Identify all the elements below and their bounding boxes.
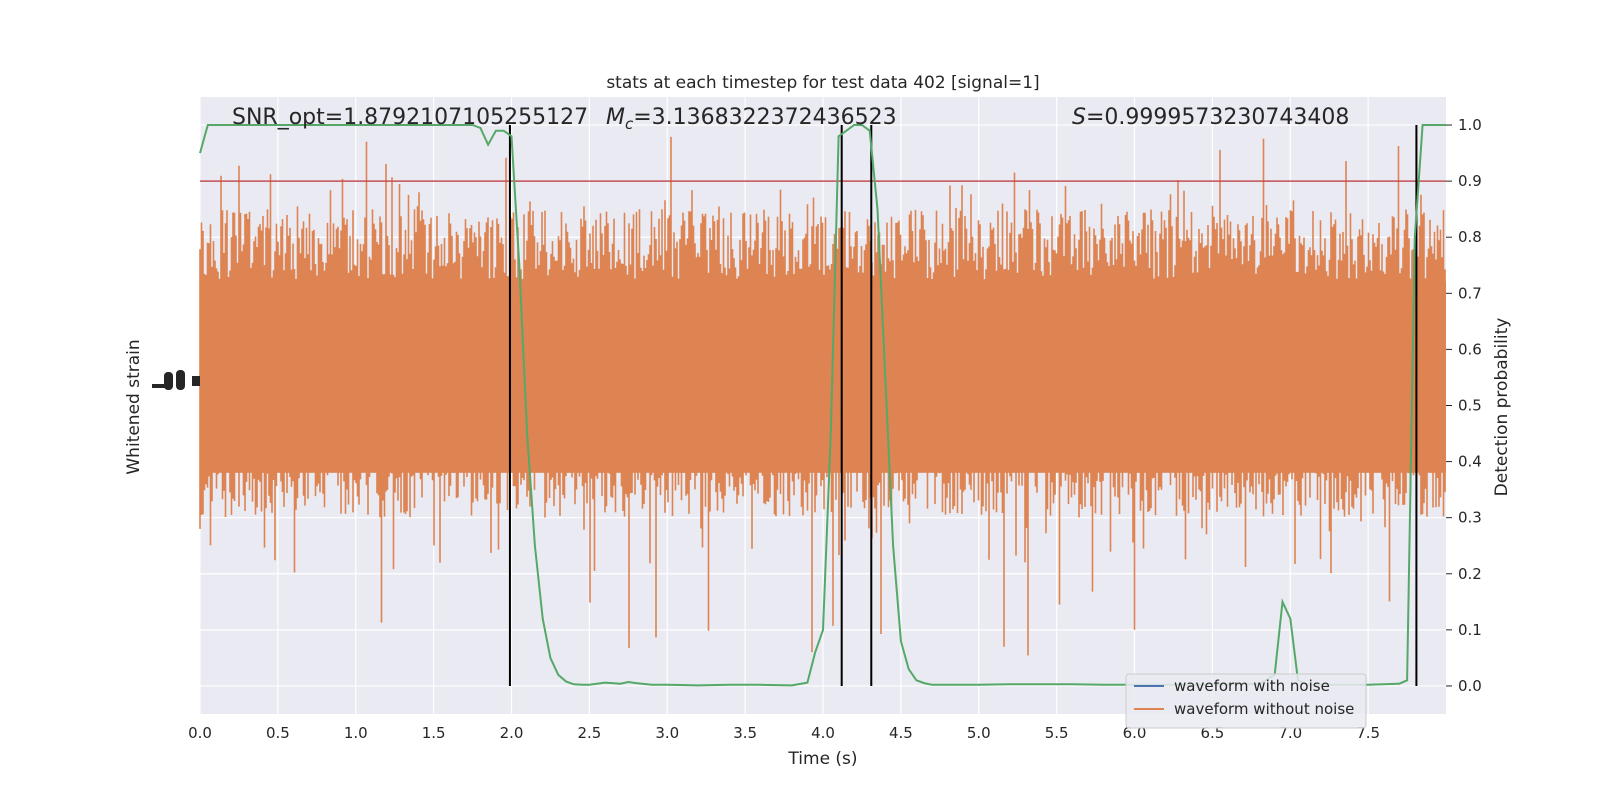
y-axis-left-label: Whitened strain bbox=[124, 339, 144, 474]
x-axis-label: Time (s) bbox=[787, 749, 857, 769]
y-right-tick-label: 0.8 bbox=[1458, 228, 1482, 246]
y-right-tick-label: 0.4 bbox=[1458, 453, 1482, 471]
legend-box bbox=[1125, 673, 1367, 729]
x-tick-label: 0.5 bbox=[266, 724, 290, 742]
chirp-mass-annotation: Mc=3.1368322372436523 bbox=[606, 105, 897, 133]
chart-title: stats at each timestep for test data 402… bbox=[606, 73, 1039, 93]
s-annotation: S=0.9999573230743408 bbox=[1072, 105, 1349, 130]
y-right-tick-label: 0.0 bbox=[1458, 677, 1482, 695]
x-tick-label: 2.0 bbox=[500, 724, 524, 742]
chirp-mass-subscript: c bbox=[625, 115, 634, 133]
x-tick-label: 4.5 bbox=[889, 724, 913, 742]
legend-label-with-noise: waveform with noise bbox=[1174, 677, 1330, 695]
y-right-tick-label: 0.1 bbox=[1458, 621, 1482, 639]
x-tick-label: 1.0 bbox=[344, 724, 368, 742]
legend-label-without-noise: waveform without noise bbox=[1174, 700, 1354, 718]
x-tick-label: 4.0 bbox=[811, 724, 835, 742]
x-tick-label: 2.5 bbox=[577, 724, 601, 742]
waveform-without-noise-core bbox=[200, 282, 1446, 473]
probability-layer bbox=[199, 124, 1446, 687]
y-axis-right-label: Detection probability bbox=[1492, 318, 1512, 497]
x-tick-label: 3.0 bbox=[655, 724, 679, 742]
s-symbol: S bbox=[1072, 105, 1086, 130]
chirp-mass-value: =3.1368322372436523 bbox=[633, 105, 896, 130]
y-right-tick-label: 0.6 bbox=[1458, 340, 1482, 358]
y-right-tick-label: 0.3 bbox=[1458, 509, 1482, 527]
y-right-ticks: 0.0 0.1 0.2 0.3 0.4 0.5 0.6 0.7 0.8 0.9 1.0 bbox=[1446, 116, 1482, 695]
x-tick-label: 0.0 bbox=[188, 724, 212, 742]
snr-annotation: SNR_opt=1.8792107105255127 bbox=[232, 105, 588, 130]
detection-probability-line bbox=[199, 124, 1446, 687]
waveform-without-noise-band bbox=[199, 136, 1446, 656]
s-value: =0.9999573230743408 bbox=[1086, 105, 1349, 130]
y-right-tick-label: 1.0 bbox=[1458, 116, 1482, 134]
left-axis-glyph bbox=[152, 370, 200, 390]
x-tick-label: 5.5 bbox=[1045, 724, 1069, 742]
y-right-tick-label: 0.7 bbox=[1458, 284, 1482, 302]
x-tick-label: 5.0 bbox=[967, 724, 991, 742]
y-right-tick-label: 0.2 bbox=[1458, 565, 1482, 583]
y-right-tick-label: 0.5 bbox=[1458, 397, 1482, 415]
y-right-tick-label: 0.9 bbox=[1458, 172, 1482, 190]
x-tick-label: 3.5 bbox=[733, 724, 757, 742]
chirp-mass-symbol: M bbox=[606, 105, 625, 130]
x-tick-label: 1.5 bbox=[422, 724, 446, 742]
legend: waveform with noise waveform without noi… bbox=[1125, 673, 1367, 729]
